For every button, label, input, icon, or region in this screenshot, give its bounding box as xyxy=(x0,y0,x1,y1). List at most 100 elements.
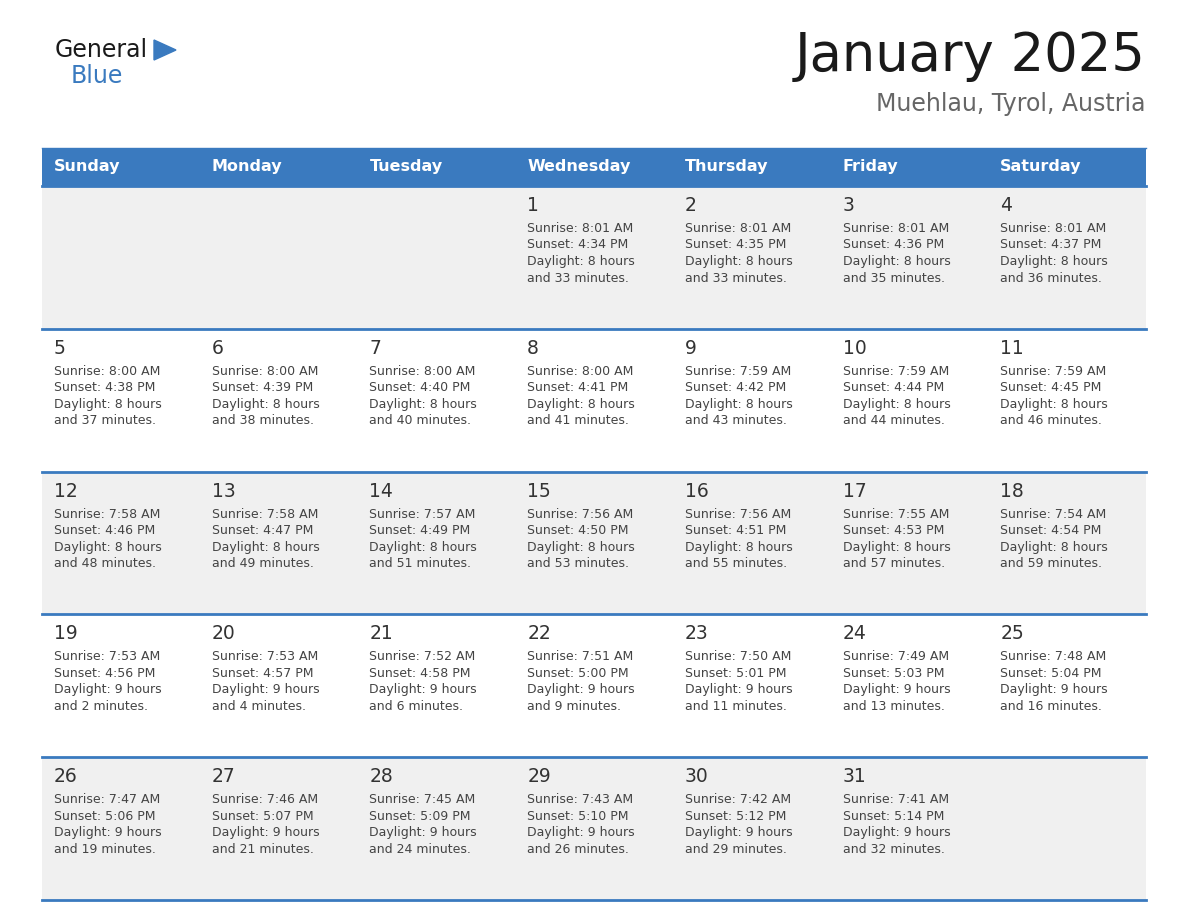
Text: and 24 minutes.: and 24 minutes. xyxy=(369,843,472,856)
Text: Sunrise: 7:54 AM: Sunrise: 7:54 AM xyxy=(1000,508,1106,521)
Text: Sunset: 4:38 PM: Sunset: 4:38 PM xyxy=(53,381,156,395)
Text: Daylight: 9 hours: Daylight: 9 hours xyxy=(527,683,634,697)
Text: 17: 17 xyxy=(842,482,866,500)
Text: 20: 20 xyxy=(211,624,235,644)
Text: 28: 28 xyxy=(369,767,393,786)
Text: Sunrise: 8:01 AM: Sunrise: 8:01 AM xyxy=(527,222,633,235)
Text: and 35 minutes.: and 35 minutes. xyxy=(842,272,944,285)
Text: Sunset: 4:49 PM: Sunset: 4:49 PM xyxy=(369,524,470,537)
Text: Sunrise: 7:56 AM: Sunrise: 7:56 AM xyxy=(684,508,791,521)
Text: Daylight: 8 hours: Daylight: 8 hours xyxy=(684,397,792,410)
Text: and 2 minutes.: and 2 minutes. xyxy=(53,700,148,713)
Bar xyxy=(42,614,1146,757)
Text: Sunrise: 8:01 AM: Sunrise: 8:01 AM xyxy=(684,222,791,235)
Bar xyxy=(516,148,672,186)
Text: 18: 18 xyxy=(1000,482,1024,500)
Bar xyxy=(830,148,988,186)
Text: Daylight: 8 hours: Daylight: 8 hours xyxy=(369,397,478,410)
Text: Sunset: 4:40 PM: Sunset: 4:40 PM xyxy=(369,381,470,395)
Text: Thursday: Thursday xyxy=(684,160,769,174)
Text: Sunrise: 7:45 AM: Sunrise: 7:45 AM xyxy=(369,793,475,806)
Polygon shape xyxy=(154,40,176,60)
Text: and 38 minutes.: and 38 minutes. xyxy=(211,414,314,427)
Text: 26: 26 xyxy=(53,767,77,786)
Text: Sunset: 5:10 PM: Sunset: 5:10 PM xyxy=(527,810,628,823)
Text: and 57 minutes.: and 57 minutes. xyxy=(842,557,944,570)
Text: and 21 minutes.: and 21 minutes. xyxy=(211,843,314,856)
Text: and 49 minutes.: and 49 minutes. xyxy=(211,557,314,570)
Text: 7: 7 xyxy=(369,339,381,358)
Bar xyxy=(42,186,1146,329)
Text: Sunset: 4:34 PM: Sunset: 4:34 PM xyxy=(527,239,628,252)
Text: Sunset: 4:56 PM: Sunset: 4:56 PM xyxy=(53,666,156,680)
Text: Sunrise: 8:00 AM: Sunrise: 8:00 AM xyxy=(527,364,633,378)
Text: Sunrise: 7:53 AM: Sunrise: 7:53 AM xyxy=(211,650,318,664)
Text: Daylight: 9 hours: Daylight: 9 hours xyxy=(53,826,162,839)
Text: Sunrise: 7:58 AM: Sunrise: 7:58 AM xyxy=(211,508,318,521)
Text: 10: 10 xyxy=(842,339,866,358)
Text: and 19 minutes.: and 19 minutes. xyxy=(53,843,156,856)
Text: Sunrise: 7:41 AM: Sunrise: 7:41 AM xyxy=(842,793,949,806)
Text: 16: 16 xyxy=(684,482,708,500)
Text: Sunrise: 8:01 AM: Sunrise: 8:01 AM xyxy=(842,222,949,235)
Text: Daylight: 8 hours: Daylight: 8 hours xyxy=(527,541,634,554)
Text: 2: 2 xyxy=(684,196,696,215)
Bar xyxy=(672,148,830,186)
Bar xyxy=(42,329,1146,472)
Text: Sunset: 5:00 PM: Sunset: 5:00 PM xyxy=(527,666,628,680)
Text: 5: 5 xyxy=(53,339,65,358)
Text: Sunrise: 7:52 AM: Sunrise: 7:52 AM xyxy=(369,650,475,664)
Text: Daylight: 8 hours: Daylight: 8 hours xyxy=(684,541,792,554)
Text: and 48 minutes.: and 48 minutes. xyxy=(53,557,156,570)
Text: 29: 29 xyxy=(527,767,551,786)
Text: Sunrise: 7:50 AM: Sunrise: 7:50 AM xyxy=(684,650,791,664)
Text: and 51 minutes.: and 51 minutes. xyxy=(369,557,472,570)
Text: 15: 15 xyxy=(527,482,551,500)
Text: Daylight: 9 hours: Daylight: 9 hours xyxy=(842,683,950,697)
Text: Blue: Blue xyxy=(71,64,124,88)
Text: Sunset: 4:57 PM: Sunset: 4:57 PM xyxy=(211,666,314,680)
Text: and 11 minutes.: and 11 minutes. xyxy=(684,700,786,713)
Text: 30: 30 xyxy=(684,767,708,786)
Text: Daylight: 9 hours: Daylight: 9 hours xyxy=(369,826,478,839)
Text: Sunset: 4:42 PM: Sunset: 4:42 PM xyxy=(684,381,786,395)
Text: Sunrise: 8:00 AM: Sunrise: 8:00 AM xyxy=(369,364,476,378)
Text: Monday: Monday xyxy=(211,160,283,174)
Text: 8: 8 xyxy=(527,339,539,358)
Text: Sunrise: 7:49 AM: Sunrise: 7:49 AM xyxy=(842,650,949,664)
Text: Daylight: 8 hours: Daylight: 8 hours xyxy=(684,255,792,268)
Text: 22: 22 xyxy=(527,624,551,644)
Text: Sunset: 5:06 PM: Sunset: 5:06 PM xyxy=(53,810,156,823)
Text: Sunrise: 7:59 AM: Sunrise: 7:59 AM xyxy=(684,364,791,378)
Text: Tuesday: Tuesday xyxy=(369,160,443,174)
Text: Sunset: 5:03 PM: Sunset: 5:03 PM xyxy=(842,666,944,680)
Text: Sunset: 4:39 PM: Sunset: 4:39 PM xyxy=(211,381,312,395)
Text: Wednesday: Wednesday xyxy=(527,160,631,174)
Text: Sunrise: 8:00 AM: Sunrise: 8:00 AM xyxy=(211,364,318,378)
Text: and 36 minutes.: and 36 minutes. xyxy=(1000,272,1102,285)
Text: Daylight: 8 hours: Daylight: 8 hours xyxy=(527,255,634,268)
Text: and 55 minutes.: and 55 minutes. xyxy=(684,557,786,570)
Text: Sunset: 4:35 PM: Sunset: 4:35 PM xyxy=(684,239,786,252)
Text: Sunrise: 8:00 AM: Sunrise: 8:00 AM xyxy=(53,364,160,378)
Text: Muehlau, Tyrol, Austria: Muehlau, Tyrol, Austria xyxy=(877,92,1146,116)
Text: Sunrise: 7:48 AM: Sunrise: 7:48 AM xyxy=(1000,650,1106,664)
Text: Sunrise: 7:47 AM: Sunrise: 7:47 AM xyxy=(53,793,160,806)
Text: and 33 minutes.: and 33 minutes. xyxy=(684,272,786,285)
Text: Daylight: 8 hours: Daylight: 8 hours xyxy=(211,541,320,554)
Text: Daylight: 8 hours: Daylight: 8 hours xyxy=(1000,255,1108,268)
Text: 4: 4 xyxy=(1000,196,1012,215)
Text: 24: 24 xyxy=(842,624,866,644)
Text: Sunset: 5:09 PM: Sunset: 5:09 PM xyxy=(369,810,470,823)
Text: Daylight: 9 hours: Daylight: 9 hours xyxy=(842,826,950,839)
Text: Sunset: 5:14 PM: Sunset: 5:14 PM xyxy=(842,810,944,823)
Text: and 37 minutes.: and 37 minutes. xyxy=(53,414,156,427)
Text: Daylight: 9 hours: Daylight: 9 hours xyxy=(527,826,634,839)
Text: and 6 minutes.: and 6 minutes. xyxy=(369,700,463,713)
Text: Daylight: 9 hours: Daylight: 9 hours xyxy=(684,683,792,697)
Text: Sunset: 4:47 PM: Sunset: 4:47 PM xyxy=(211,524,314,537)
Text: and 44 minutes.: and 44 minutes. xyxy=(842,414,944,427)
Text: Sunrise: 7:58 AM: Sunrise: 7:58 AM xyxy=(53,508,160,521)
Text: 23: 23 xyxy=(684,624,708,644)
Text: Saturday: Saturday xyxy=(1000,160,1082,174)
